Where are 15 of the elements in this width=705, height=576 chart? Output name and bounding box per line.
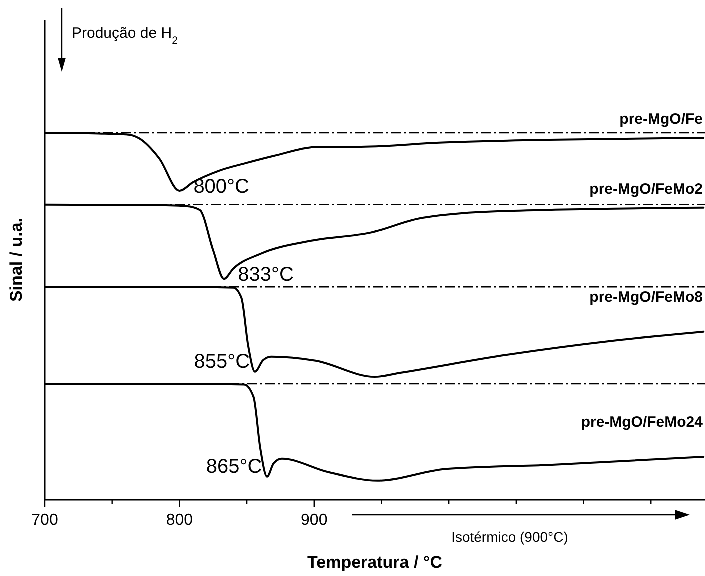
y-axis-title: Sinal / u.a. [7, 218, 26, 302]
x-tick-label: 800 [166, 512, 194, 529]
series-label: pre-MgO/FeMo24 [581, 414, 704, 432]
series-label: pre-MgO/FeMo2 [590, 180, 703, 198]
annotation: 855°C [194, 350, 250, 373]
series-label: pre-MgO/FeMo8 [590, 288, 703, 306]
annotation: 865°C [206, 456, 262, 478]
series-label: pre-MgO/Fe [620, 111, 703, 128]
text: Isotérmico (900°C) [452, 529, 568, 545]
x-axis-title: Temperatura / °C [308, 553, 442, 572]
text: Produção de H$_{2}$ [72, 25, 178, 47]
x-tick-label: 900 [301, 512, 328, 529]
annotation: 833°C [238, 264, 294, 286]
annotation: 800°C [194, 176, 250, 198]
x-tick-label: 700 [32, 512, 58, 529]
